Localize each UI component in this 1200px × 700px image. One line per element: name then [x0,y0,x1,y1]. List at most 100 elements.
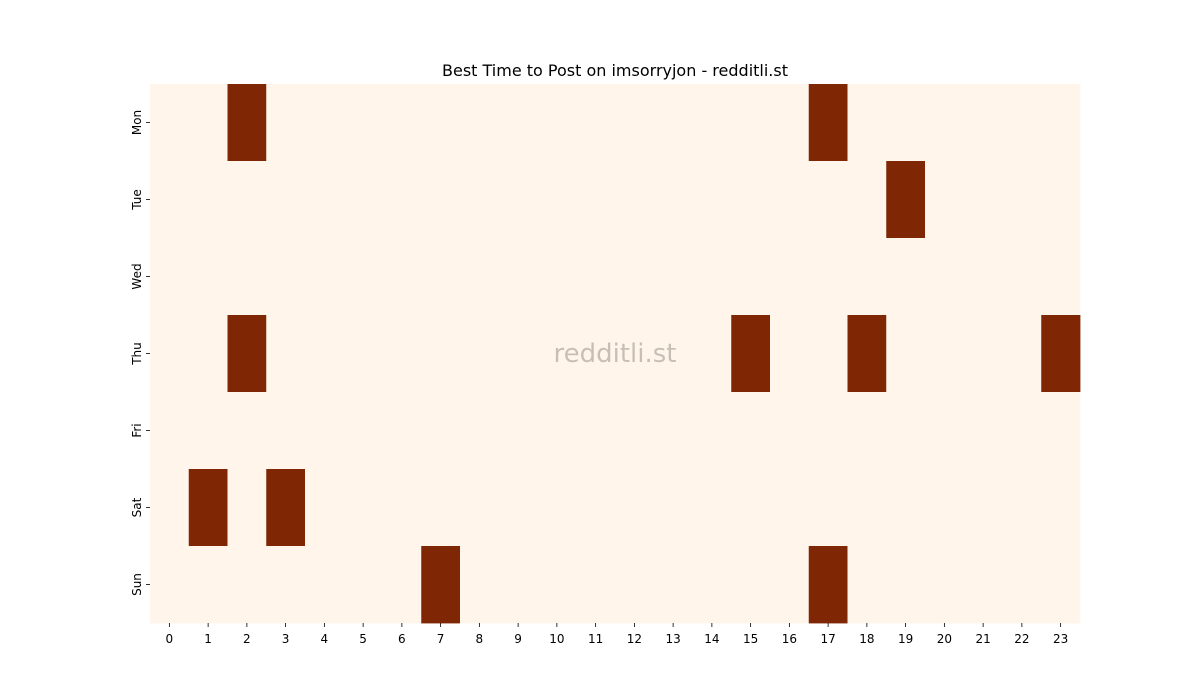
heatmap-cell-thu-2 [227,315,267,393]
heatmap-cell-tue-11 [576,161,616,239]
heatmap-cell-fri-8 [460,392,500,470]
heatmap-cell-sat-15 [731,469,771,547]
heatmap-cell-sun-1 [188,546,228,624]
x-tick-label-7: 7 [437,632,445,646]
heatmap-cell-wed-11 [576,238,616,316]
heatmap-cell-sun-2 [227,546,267,624]
heatmap-cell-thu-7 [421,315,461,393]
heatmap-cell-tue-7 [421,161,461,239]
heatmap-cell-mon-4 [305,84,345,162]
heatmap-cell-mon-18 [847,84,887,162]
heatmap-cell-sun-15 [731,546,771,624]
heatmap-cell-sat-20 [925,469,965,547]
heatmap-cell-thu-15 [731,315,771,393]
heatmap-cell-fri-12 [615,392,655,470]
heatmap-cell-wed-18 [847,238,887,316]
heatmap-cell-thu-11 [576,315,616,393]
heatmap-cell-mon-3 [266,84,306,162]
heatmap-cell-wed-6 [382,238,422,316]
heatmap-cell-sat-9 [498,469,538,547]
y-tick-label-tue: Tue [130,189,144,211]
heatmap-cell-thu-4 [305,315,345,393]
heatmap-cell-sun-20 [925,546,965,624]
heatmap-cell-thu-18 [847,315,887,393]
heatmap-cell-wed-8 [460,238,500,316]
heatmap-cell-fri-14 [692,392,732,470]
heatmap-cell-fri-17 [808,392,848,470]
heatmap-cell-thu-6 [382,315,422,393]
heatmap-cell-tue-22 [1002,161,1042,239]
x-tick-label-5: 5 [359,632,367,646]
heatmap-cell-tue-10 [537,161,577,239]
heatmap-cell-thu-3 [266,315,306,393]
heatmap-cell-mon-2 [227,84,267,162]
heatmap-cell-thu-8 [460,315,500,393]
heatmap-cell-sun-5 [343,546,383,624]
x-tick-label-13: 13 [665,632,680,646]
heatmap-cell-mon-23 [1041,84,1081,162]
heatmap-cell-mon-17 [808,84,848,162]
heatmap-cell-thu-1 [188,315,228,393]
y-tick-label-fri: Fri [130,423,144,437]
heatmap-cell-thu-16 [770,315,810,393]
y-tick-label-thu: Thu [130,342,144,366]
heatmap-cell-sat-11 [576,469,616,547]
y-tick-label-sat: Sat [130,497,144,517]
heatmap-cell-sat-6 [382,469,422,547]
heatmap-cell-wed-3 [266,238,306,316]
heatmap-cell-sun-11 [576,546,616,624]
heatmap-cell-wed-5 [343,238,383,316]
heatmap-cell-fri-22 [1002,392,1042,470]
x-tick-label-3: 3 [282,632,290,646]
heatmap-cell-fri-4 [305,392,345,470]
heatmap-cell-thu-20 [925,315,965,393]
heatmap-cell-thu-14 [692,315,732,393]
heatmap-cell-sat-1 [188,469,228,547]
heatmap-cell-wed-13 [653,238,693,316]
heatmap-cell-wed-17 [808,238,848,316]
heatmap-cell-tue-3 [266,161,306,239]
heatmap-cell-tue-19 [886,161,926,239]
heatmap-cell-wed-7 [421,238,461,316]
heatmap-cell-mon-8 [460,84,500,162]
heatmap-cell-sat-19 [886,469,926,547]
x-tick-label-4: 4 [321,632,329,646]
x-tick-label-14: 14 [704,632,719,646]
heatmap-cell-tue-1 [188,161,228,239]
heatmap-cell-wed-9 [498,238,538,316]
heatmap-cell-sat-21 [963,469,1003,547]
heatmap-cell-tue-20 [925,161,965,239]
heatmap-cell-sun-3 [266,546,306,624]
x-tick-label-23: 23 [1053,632,1068,646]
x-tick-label-2: 2 [243,632,251,646]
heatmap-cell-wed-12 [615,238,655,316]
x-tick-label-16: 16 [782,632,797,646]
heatmap-cell-sat-0 [150,469,190,547]
heatmap-cell-sat-14 [692,469,732,547]
heatmap-cell-wed-19 [886,238,926,316]
heatmap-cell-tue-17 [808,161,848,239]
heatmap-cell-thu-19 [886,315,926,393]
heatmap-cell-fri-20 [925,392,965,470]
heatmap-cell-sun-16 [770,546,810,624]
heatmap-cell-sun-14 [692,546,732,624]
x-tick-label-22: 22 [1014,632,1029,646]
heatmap-cell-wed-23 [1041,238,1081,316]
heatmap-cell-mon-16 [770,84,810,162]
heatmap-cell-mon-12 [615,84,655,162]
heatmap-cell-thu-23 [1041,315,1081,393]
heatmap-cell-mon-6 [382,84,422,162]
heatmap-cell-fri-21 [963,392,1003,470]
heatmap-cell-tue-21 [963,161,1003,239]
heatmap-cell-fri-2 [227,392,267,470]
heatmap-cell-fri-15 [731,392,771,470]
heatmap-cell-sat-17 [808,469,848,547]
x-tick-label-0: 0 [166,632,174,646]
heatmap-cell-wed-1 [188,238,228,316]
heatmap-cell-fri-1 [188,392,228,470]
heatmap-cell-tue-13 [653,161,693,239]
plot-area [150,84,1081,624]
heatmap-cell-fri-7 [421,392,461,470]
heatmap-cell-mon-20 [925,84,965,162]
heatmap-cell-mon-21 [963,84,1003,162]
